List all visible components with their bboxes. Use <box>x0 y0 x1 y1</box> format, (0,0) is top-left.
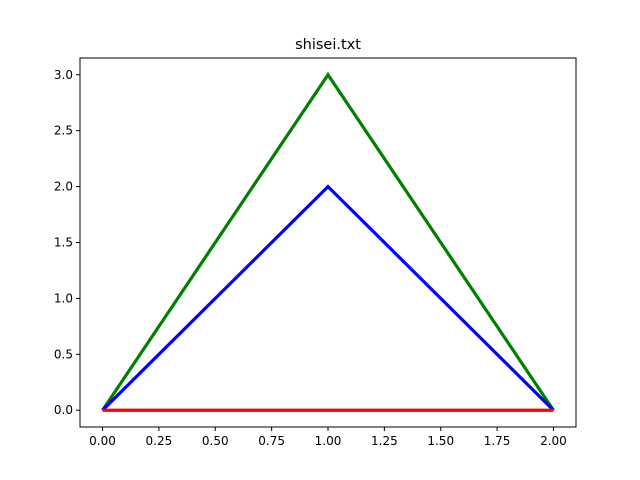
x-tick-label: 0.75 <box>258 434 285 448</box>
x-tick-label: 1.50 <box>427 434 454 448</box>
x-axis: 0.00 0.25 0.50 0.75 1.00 1.25 1.50 1.75 2.00 <box>89 427 567 448</box>
x-tick-label: 0.00 <box>89 434 116 448</box>
x-tick-label: 1.25 <box>371 434 398 448</box>
x-tick-label: 0.50 <box>202 434 229 448</box>
y-tick-label: 2.5 <box>54 124 73 138</box>
x-tick-label: 2.00 <box>540 434 567 448</box>
y-axis: 0.0 0.5 1.0 1.5 2.0 2.5 3.0 <box>54 68 80 417</box>
series-layer <box>101 71 555 412</box>
series-line-2 <box>101 184 555 412</box>
plot-frame <box>79 57 577 428</box>
y-tick-label: 1.5 <box>54 236 73 250</box>
series-line-1 <box>101 71 555 412</box>
x-tick-label: 1.00 <box>315 434 342 448</box>
y-tick-label: 3.0 <box>54 68 73 82</box>
x-tick-label: 1.75 <box>484 434 511 448</box>
y-tick-label: 0.0 <box>54 403 73 417</box>
y-tick-label: 2.0 <box>54 180 73 194</box>
y-tick-label: 1.0 <box>54 291 73 305</box>
x-tick-label: 0.25 <box>146 434 173 448</box>
chart-title: shisei.txt <box>295 37 361 53</box>
y-tick-label: 0.5 <box>54 347 73 361</box>
